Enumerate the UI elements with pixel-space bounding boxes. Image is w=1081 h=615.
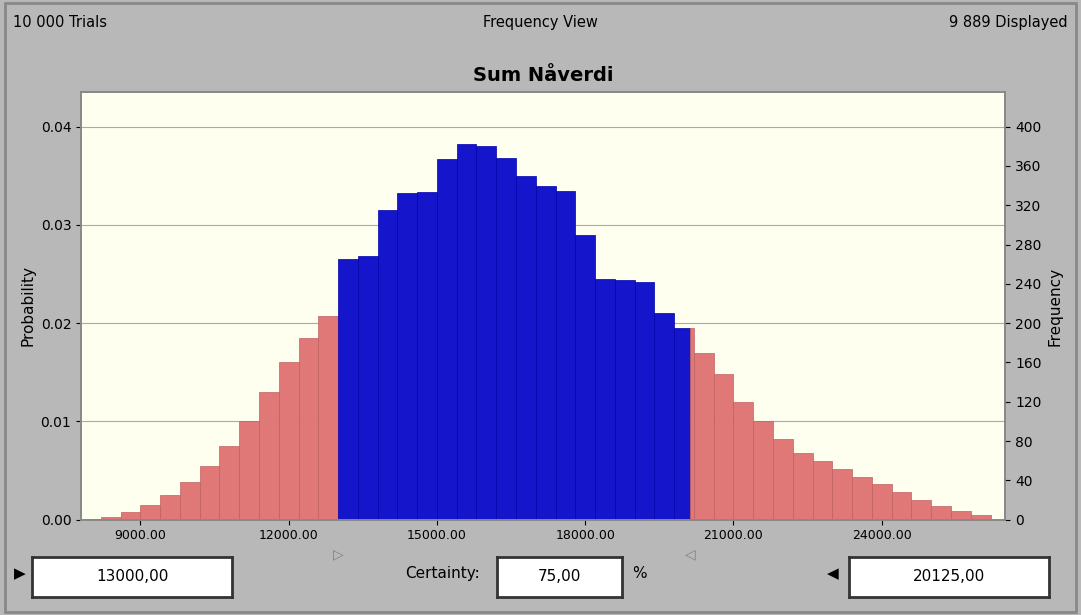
Bar: [200, 466, 219, 520]
Bar: [635, 282, 654, 520]
Bar: [377, 210, 398, 520]
Bar: [398, 194, 417, 520]
Bar: [575, 235, 596, 520]
Y-axis label: Probability: Probability: [21, 266, 35, 346]
Bar: [911, 500, 931, 520]
Bar: [298, 338, 318, 520]
Bar: [951, 511, 971, 520]
Bar: [556, 191, 575, 520]
Bar: [792, 453, 813, 520]
Text: ◁: ◁: [685, 547, 695, 561]
Text: ▷: ▷: [333, 547, 344, 561]
Text: ▶: ▶: [14, 566, 25, 581]
Text: 20125,00: 20125,00: [912, 569, 985, 584]
Text: ◀: ◀: [827, 566, 838, 581]
Bar: [81, 518, 101, 520]
Text: Certainty:: Certainty:: [405, 566, 480, 581]
Bar: [536, 186, 556, 520]
Text: 75,00: 75,00: [537, 569, 582, 584]
Bar: [813, 461, 832, 520]
Text: %: %: [632, 566, 648, 581]
Bar: [892, 492, 911, 520]
Text: Frequency View: Frequency View: [483, 15, 598, 30]
Bar: [753, 421, 773, 520]
Bar: [279, 362, 298, 520]
Bar: [141, 505, 160, 520]
Bar: [832, 469, 852, 520]
Bar: [318, 316, 338, 520]
Bar: [654, 313, 675, 520]
Text: 9 889 Displayed: 9 889 Displayed: [949, 15, 1068, 30]
Bar: [694, 352, 713, 520]
Bar: [417, 192, 437, 520]
Bar: [179, 482, 200, 520]
Bar: [734, 402, 753, 520]
Bar: [872, 484, 892, 520]
Bar: [358, 256, 377, 520]
Bar: [691, 328, 694, 520]
Bar: [239, 421, 259, 520]
Bar: [338, 260, 358, 520]
Bar: [773, 439, 792, 520]
Bar: [101, 517, 121, 520]
Bar: [675, 328, 691, 520]
Bar: [477, 146, 496, 520]
Bar: [259, 392, 279, 520]
Bar: [615, 280, 635, 520]
Bar: [516, 176, 536, 520]
Bar: [456, 145, 477, 520]
Bar: [437, 159, 456, 520]
Bar: [713, 375, 734, 520]
Bar: [931, 506, 951, 520]
Bar: [219, 446, 239, 520]
Title: Sum Nåverdi: Sum Nåverdi: [473, 66, 613, 85]
Bar: [596, 279, 615, 520]
Bar: [121, 512, 141, 520]
Bar: [160, 495, 179, 520]
Y-axis label: Frequency: Frequency: [1047, 266, 1063, 346]
Text: 13000,00: 13000,00: [96, 569, 169, 584]
Bar: [852, 477, 872, 520]
Bar: [496, 158, 516, 520]
Bar: [971, 515, 990, 520]
Text: 10 000 Trials: 10 000 Trials: [13, 15, 107, 30]
